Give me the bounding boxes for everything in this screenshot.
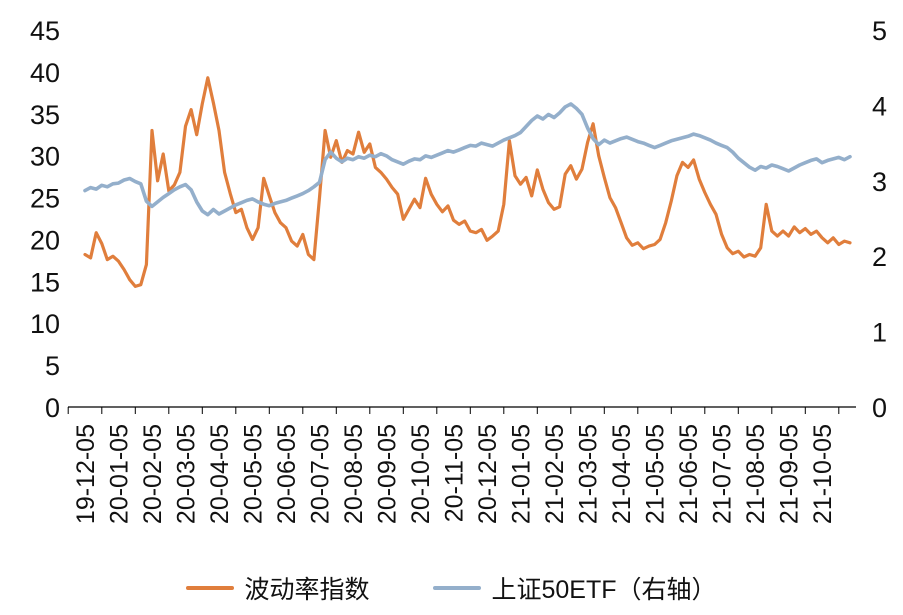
left-axis-label: 40 [30, 58, 60, 88]
x-axis-label: 21-01-05 [508, 424, 536, 524]
left-axis-label: 45 [30, 16, 60, 46]
x-axis-label: 20-05-05 [240, 424, 268, 524]
x-axis-label: 20-10-05 [407, 424, 435, 524]
legend-item-etf: 上证50ETF（右轴） [433, 570, 717, 606]
right-axis-label: 0 [872, 393, 887, 423]
x-axis-label: 21-03-05 [575, 424, 603, 524]
legend-item-volatility: 波动率指数 [186, 570, 369, 606]
left-axis-label: 0 [45, 393, 60, 423]
x-axis-label: 20-08-05 [340, 424, 368, 524]
left-axis-label: 30 [30, 142, 60, 172]
x-axis-label: 21-09-05 [776, 424, 804, 524]
right-axis-label: 4 [872, 91, 887, 121]
series-line-0 [83, 76, 852, 288]
x-axis-label: 21-05-05 [642, 424, 670, 524]
right-axis-label: 3 [872, 167, 887, 197]
right-axis-label: 5 [872, 16, 887, 46]
x-axis-label: 20-11-05 [441, 424, 469, 522]
x-axis-label: 20-12-05 [474, 424, 502, 524]
x-axis-label: 20-02-05 [139, 424, 167, 524]
x-axis-label: 20-03-05 [173, 424, 201, 524]
x-axis-label: 21-06-05 [675, 424, 703, 524]
x-axis-label: 20-01-05 [106, 424, 134, 524]
right-axis-label: 1 [872, 318, 887, 348]
left-axis-label: 25 [30, 184, 60, 214]
left-axis-label: 5 [45, 351, 60, 381]
left-axis-label: 20 [30, 225, 60, 255]
left-axis-label: 35 [30, 100, 60, 130]
chart-legend: 波动率指数 上证50ETF（右轴） [0, 560, 903, 615]
left-axis-label: 15 [30, 267, 60, 297]
series-line-1 [83, 102, 852, 217]
legend-label-etf: 上证50ETF（右轴） [491, 575, 717, 604]
legend-label-volatility: 波动率指数 [244, 575, 370, 604]
x-axis-label: 21-10-05 [809, 424, 837, 524]
x-axis-label: 20-07-05 [307, 424, 335, 524]
x-axis-label: 20-09-05 [374, 424, 402, 524]
x-axis-label: 20-06-05 [273, 424, 301, 524]
volatility-line-swatch [186, 585, 235, 590]
x-axis-label: 19-12-05 [72, 424, 100, 524]
left-axis-label: 10 [30, 309, 60, 339]
etf-line-swatch [433, 585, 482, 590]
x-axis-label: 21-04-05 [608, 424, 636, 524]
x-axis-label: 21-07-05 [709, 424, 737, 524]
right-axis-label: 2 [872, 242, 887, 272]
x-axis-label: 21-02-05 [541, 424, 569, 524]
x-axis-label: 20-04-05 [206, 424, 234, 524]
x-axis-label: 21-08-05 [742, 424, 770, 524]
